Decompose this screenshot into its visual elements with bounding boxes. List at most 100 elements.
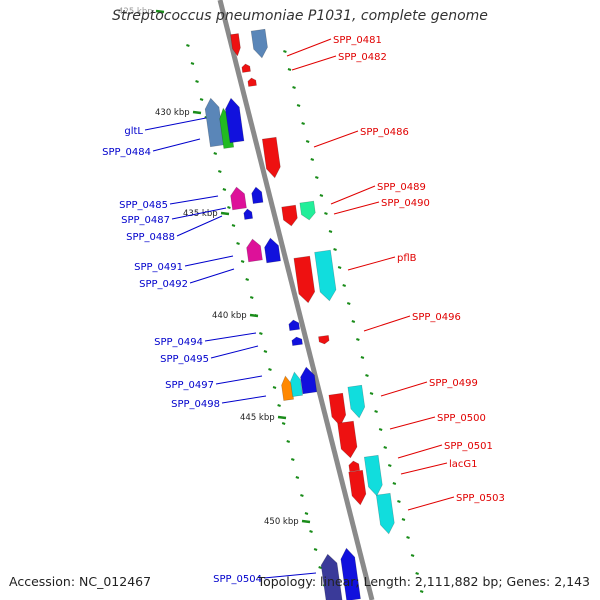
- scale-label: 440 kbp: [212, 311, 247, 321]
- gene-arrow: [347, 384, 366, 419]
- scale-tick: [290, 458, 295, 461]
- scale-tick: [401, 518, 406, 521]
- gene-arrow: [264, 237, 281, 264]
- gene-label-leader: [152, 138, 201, 152]
- scale-tick: [268, 368, 272, 371]
- gene-label: SPP_0500: [437, 413, 486, 424]
- scale-tick: [305, 140, 310, 143]
- gene-arrow: [318, 335, 330, 345]
- gene-label: SPP_0501: [444, 441, 493, 452]
- gene-arrow: [293, 255, 316, 304]
- gene-arrow: [204, 97, 225, 148]
- scale-tick: [383, 446, 388, 449]
- gene-arrow: [363, 454, 383, 497]
- scale-tick: [249, 313, 259, 318]
- scale-tick: [360, 356, 365, 359]
- scale-label: 450 kbp: [264, 517, 299, 527]
- gene-label-leader: [176, 215, 223, 237]
- gene-label-leader: [171, 207, 227, 220]
- scale-label: 425 kbp: [118, 7, 153, 17]
- gene-label-leader: [397, 444, 443, 459]
- gene-arrow: [291, 336, 303, 346]
- scale-tick: [309, 530, 313, 533]
- gene-label: SPP_0495: [160, 354, 209, 365]
- genome-backbone: [217, 0, 375, 600]
- gene-label-leader: [263, 572, 317, 579]
- gene-label-leader: [407, 496, 455, 511]
- gene-label: SPP_0485: [119, 200, 168, 211]
- scale-tick: [222, 188, 227, 191]
- gene-label-leader: [363, 315, 411, 332]
- scale-tick: [272, 386, 277, 389]
- accession-label: Accession: NC_012467: [9, 574, 152, 589]
- gene-arrow: [300, 366, 318, 395]
- scale-tick: [319, 194, 324, 197]
- scale-tick: [199, 98, 204, 101]
- scale-tick: [292, 86, 296, 89]
- gene-label: gltL: [124, 126, 143, 137]
- scale-tick: [337, 266, 342, 269]
- scale-label: 445 kbp: [240, 413, 275, 423]
- gene-arrow: [290, 371, 303, 397]
- gene-label: SPP_0489: [377, 182, 426, 193]
- gene-label: SPP_0481: [333, 35, 382, 46]
- scale-label: 430 kbp: [155, 108, 190, 118]
- gene-label: pflB: [397, 253, 417, 264]
- scale-tick: [240, 260, 245, 263]
- gene-arrow: [337, 420, 358, 459]
- scale-tick: [374, 410, 378, 413]
- scale-tick: [369, 392, 374, 395]
- gene-label-leader: [333, 201, 380, 215]
- gene-label: SPP_0490: [381, 198, 430, 209]
- scale-tick: [195, 80, 199, 83]
- gene-arrow: [230, 33, 241, 57]
- scale-tick: [351, 320, 356, 323]
- scale-tick: [186, 44, 190, 47]
- gene-label: SPP_0499: [429, 378, 478, 389]
- map-title: Streptococcus pneumoniae P1031, complete…: [112, 8, 488, 24]
- gene-label-leader: [313, 130, 359, 148]
- gene-arrow: [281, 375, 294, 401]
- gene-arrow: [230, 186, 247, 211]
- gene-label: SPP_0504: [213, 574, 262, 585]
- scale-tick: [315, 176, 319, 179]
- gene-label-leader: [144, 117, 207, 131]
- gene-label-leader: [347, 256, 396, 271]
- gene-label-leader: [221, 395, 267, 404]
- scale-tick: [190, 62, 195, 65]
- scale-tick: [249, 296, 254, 299]
- gene-arrow: [246, 238, 263, 263]
- gene-label: SPP_0497: [165, 380, 214, 391]
- gene-arrow: [281, 204, 298, 227]
- gene-label: SPP_0482: [338, 52, 387, 63]
- scale-tick: [318, 566, 322, 569]
- scale-tick: [346, 302, 351, 305]
- scale-tick: [287, 68, 292, 71]
- gene-arrow: [299, 200, 316, 221]
- scale-tick: [378, 428, 383, 431]
- genome-summary-label: Topology: linear; Length: 2,111,882 bp; …: [257, 574, 590, 589]
- scale-tick: [415, 572, 419, 575]
- scale-tick: [155, 9, 165, 14]
- gene-label-leader: [204, 332, 257, 342]
- gene-label-leader: [286, 38, 332, 57]
- scale-tick: [281, 422, 286, 425]
- scale-tick: [236, 242, 240, 245]
- scale-tick: [301, 122, 305, 125]
- scale-tick: [419, 590, 424, 593]
- gene-label: SPP_0491: [134, 262, 183, 273]
- gene-label: SPP_0484: [102, 147, 151, 158]
- gene-label: SPP_0503: [456, 493, 505, 504]
- gene-label-leader: [184, 255, 234, 267]
- scale-tick: [263, 350, 268, 353]
- scale-tick: [397, 500, 401, 503]
- gene-arrow: [251, 186, 264, 204]
- scale-tick: [392, 482, 397, 485]
- gene-arrow: [320, 553, 343, 600]
- scale-tick: [328, 230, 333, 233]
- gene-arrow: [250, 28, 268, 59]
- gene-label: SPP_0492: [139, 279, 188, 290]
- gene-label-leader: [215, 375, 263, 385]
- gene-label-leader: [291, 55, 337, 71]
